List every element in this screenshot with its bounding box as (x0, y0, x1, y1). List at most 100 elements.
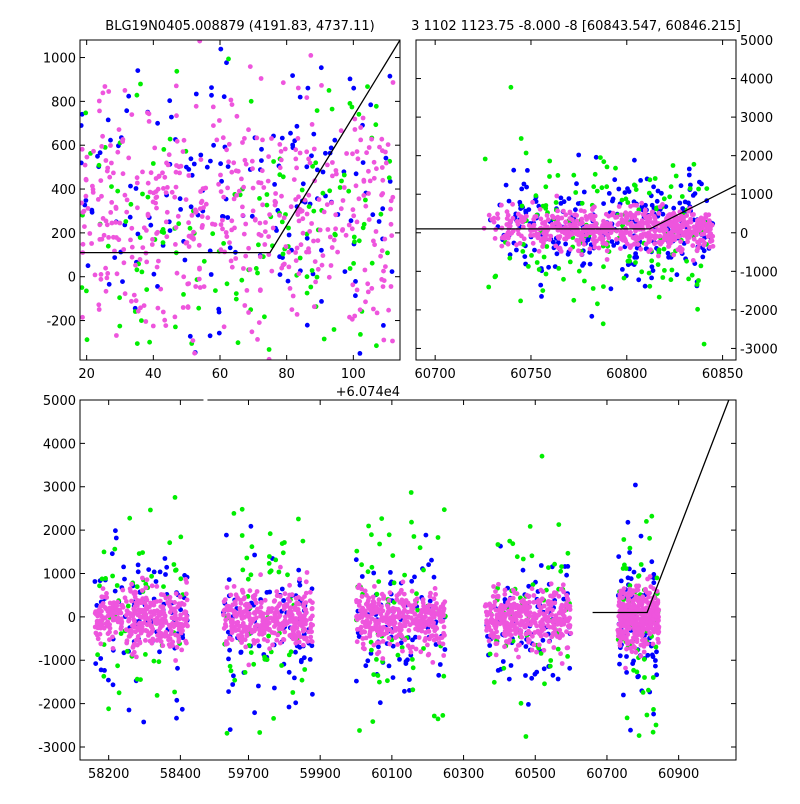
point-pink (614, 228, 620, 234)
point-pink (293, 250, 298, 255)
point-pink (296, 631, 302, 637)
point-pink (563, 219, 569, 225)
point-pink (84, 154, 90, 160)
point-green (282, 540, 287, 545)
point-pink (688, 219, 694, 225)
point-pink (502, 235, 508, 241)
point-pink (372, 584, 377, 589)
point-pink (556, 235, 562, 241)
point-green (280, 174, 286, 180)
point-pink (695, 239, 700, 245)
right-panel-y-tick-label: 3000 (740, 111, 773, 126)
point-green (624, 715, 630, 721)
point-blue (85, 263, 91, 269)
point-pink (383, 149, 388, 155)
point-green (279, 219, 285, 225)
point-pink (381, 596, 386, 601)
point-pink (137, 257, 143, 262)
point-pink (87, 231, 93, 236)
point-blue (296, 567, 302, 573)
point-pink (122, 291, 128, 297)
point-pink (102, 84, 108, 89)
point-green (103, 576, 108, 581)
point-blue (525, 168, 530, 173)
point-green (644, 519, 649, 524)
point-pink (221, 194, 227, 200)
full-panel-x-tick-label: 58400 (160, 767, 201, 782)
point-green (633, 260, 638, 265)
point-blue (179, 706, 185, 712)
point-blue (106, 677, 111, 683)
point-blue (506, 198, 512, 204)
point-pink (225, 641, 230, 647)
point-pink (680, 224, 686, 229)
point-green (627, 545, 633, 551)
point-pink (510, 228, 516, 234)
point-blue (126, 93, 132, 99)
point-pink (502, 587, 508, 593)
point-pink (355, 627, 360, 632)
point-pink (355, 585, 361, 591)
point-blue (121, 564, 126, 570)
point-pink (265, 178, 271, 184)
point-green (638, 562, 644, 567)
point-pink (592, 222, 597, 228)
point-pink (363, 601, 369, 607)
point-pink (630, 604, 636, 610)
point-pink (365, 289, 371, 295)
point-pink (103, 288, 109, 294)
left-panel-x-tick-label: 100 (341, 367, 366, 382)
point-pink (371, 642, 377, 648)
point-blue (126, 707, 132, 713)
point-blue (353, 557, 359, 563)
point-green (213, 288, 218, 293)
point-pink (249, 158, 255, 164)
point-pink (600, 222, 605, 228)
point-pink (277, 640, 283, 646)
point-pink (141, 620, 147, 626)
point-pink (546, 639, 552, 644)
point-green (654, 206, 659, 212)
full-panel-x-tick-label: 60300 (443, 767, 484, 782)
point-green (622, 562, 627, 568)
point-blue (608, 286, 614, 292)
point-green (329, 106, 335, 112)
point-green (652, 176, 658, 181)
point-green (304, 274, 310, 280)
point-green (134, 584, 140, 590)
point-pink (604, 248, 610, 254)
point-pink (385, 627, 390, 632)
point-pink (221, 612, 226, 618)
point-pink (389, 233, 395, 239)
point-pink (293, 607, 299, 612)
point-green (410, 687, 416, 693)
point-pink (97, 108, 102, 114)
point-pink (306, 629, 312, 635)
point-pink (98, 178, 104, 184)
left-panel-model-line (80, 40, 400, 254)
point-pink (427, 594, 433, 599)
point-pink (592, 204, 597, 210)
point-green (117, 295, 122, 301)
point-blue (701, 248, 707, 254)
point-green (351, 261, 356, 266)
point-pink (291, 177, 297, 183)
point-pink (198, 189, 204, 194)
point-green (251, 661, 257, 667)
point-blue (368, 102, 374, 108)
point-blue (151, 569, 157, 575)
point-blue (272, 182, 277, 187)
point-blue (92, 579, 98, 584)
point-blue (264, 590, 270, 595)
right-panel-y-tick-label: -2000 (740, 304, 778, 319)
point-pink (164, 209, 170, 215)
point-blue (286, 704, 292, 710)
point-green (365, 84, 370, 89)
point-blue (120, 279, 125, 284)
point-pink (105, 271, 111, 276)
point-pink (506, 640, 511, 645)
point-green (544, 244, 550, 249)
point-blue (412, 574, 417, 580)
point-pink (177, 602, 183, 608)
point-green (150, 161, 156, 166)
